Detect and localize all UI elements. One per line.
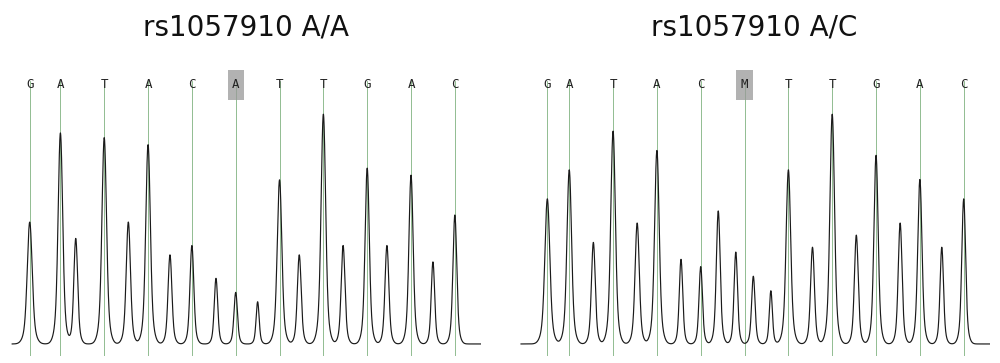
Text: C: C <box>188 78 196 91</box>
FancyBboxPatch shape <box>736 70 753 99</box>
Text: A: A <box>653 78 661 91</box>
Text: T: T <box>276 78 283 91</box>
Text: G: G <box>26 78 33 91</box>
Title: rs1057910 A/C: rs1057910 A/C <box>651 13 858 41</box>
Text: T: T <box>609 78 617 91</box>
Text: C: C <box>451 78 459 91</box>
Text: M: M <box>741 78 748 91</box>
Text: T: T <box>785 78 792 91</box>
Text: G: G <box>363 78 371 91</box>
Text: C: C <box>960 78 967 91</box>
Text: A: A <box>916 78 924 91</box>
Text: A: A <box>407 78 415 91</box>
FancyBboxPatch shape <box>228 70 244 99</box>
Text: G: G <box>544 78 551 91</box>
Text: T: T <box>100 78 108 91</box>
Text: G: G <box>872 78 880 91</box>
Text: A: A <box>232 78 239 91</box>
Text: A: A <box>565 78 573 91</box>
Text: T: T <box>828 78 836 91</box>
Text: A: A <box>57 78 64 91</box>
Text: T: T <box>320 78 327 91</box>
Title: rs1057910 A/A: rs1057910 A/A <box>143 13 349 41</box>
Text: A: A <box>144 78 152 91</box>
Text: C: C <box>697 78 704 91</box>
